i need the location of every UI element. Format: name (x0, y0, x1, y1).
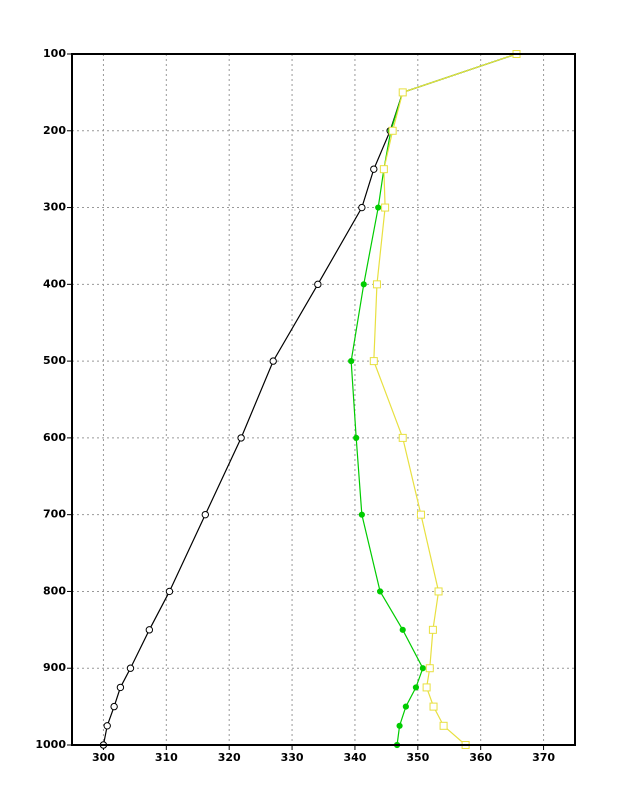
marker (376, 588, 384, 595)
y-tick-label: 800 (43, 584, 66, 597)
marker (370, 165, 378, 173)
marker (398, 433, 407, 442)
marker (419, 665, 426, 672)
marker (369, 357, 378, 366)
marker (353, 434, 360, 441)
marker (348, 358, 355, 365)
y-tick-label: 400 (43, 277, 66, 290)
x-tick-label: 310 (155, 751, 178, 764)
x-tick-label: 350 (406, 751, 429, 764)
x-tick-label: 370 (532, 751, 555, 764)
x-tick-label: 330 (281, 751, 304, 764)
x-tick-label: 320 (218, 751, 241, 764)
marker (237, 434, 245, 442)
marker (381, 203, 390, 212)
marker (375, 204, 382, 211)
marker (416, 510, 425, 519)
x-tick-label: 360 (469, 751, 492, 764)
y-tick-label: 300 (43, 201, 66, 214)
y-tick-label: 700 (43, 508, 66, 521)
marker (126, 664, 135, 672)
y-tick-label: 900 (43, 661, 66, 674)
marker (358, 203, 366, 212)
marker (402, 703, 409, 710)
y-tick-label: 100 (43, 47, 66, 60)
marker (110, 702, 118, 711)
marker (314, 280, 322, 289)
marker (103, 722, 111, 730)
series-line (350, 53, 517, 746)
plot-frame (71, 53, 576, 746)
x-tick-label: 300 (92, 751, 115, 764)
marker (358, 511, 365, 518)
marker (399, 626, 406, 633)
marker (398, 88, 407, 97)
y-tick-label: 500 (43, 354, 66, 367)
marker (428, 625, 437, 634)
marker (429, 702, 438, 711)
marker (145, 626, 154, 634)
marker (372, 280, 381, 289)
y-tick-label: 200 (43, 124, 66, 137)
marker (388, 126, 397, 135)
marker (165, 587, 174, 596)
marker (422, 683, 431, 692)
marker (360, 281, 367, 288)
y-tick-label: 1000 (35, 738, 66, 751)
marker (379, 165, 388, 174)
series-line (373, 53, 517, 746)
series-line (102, 53, 517, 746)
marker (434, 587, 443, 596)
y-tick-label: 600 (43, 431, 66, 444)
marker (116, 683, 125, 692)
marker (269, 357, 277, 365)
marker (396, 722, 403, 729)
marker (201, 510, 209, 519)
marker (439, 721, 448, 730)
marker (425, 664, 434, 673)
marker (412, 684, 420, 691)
x-tick-label: 340 (343, 751, 366, 764)
